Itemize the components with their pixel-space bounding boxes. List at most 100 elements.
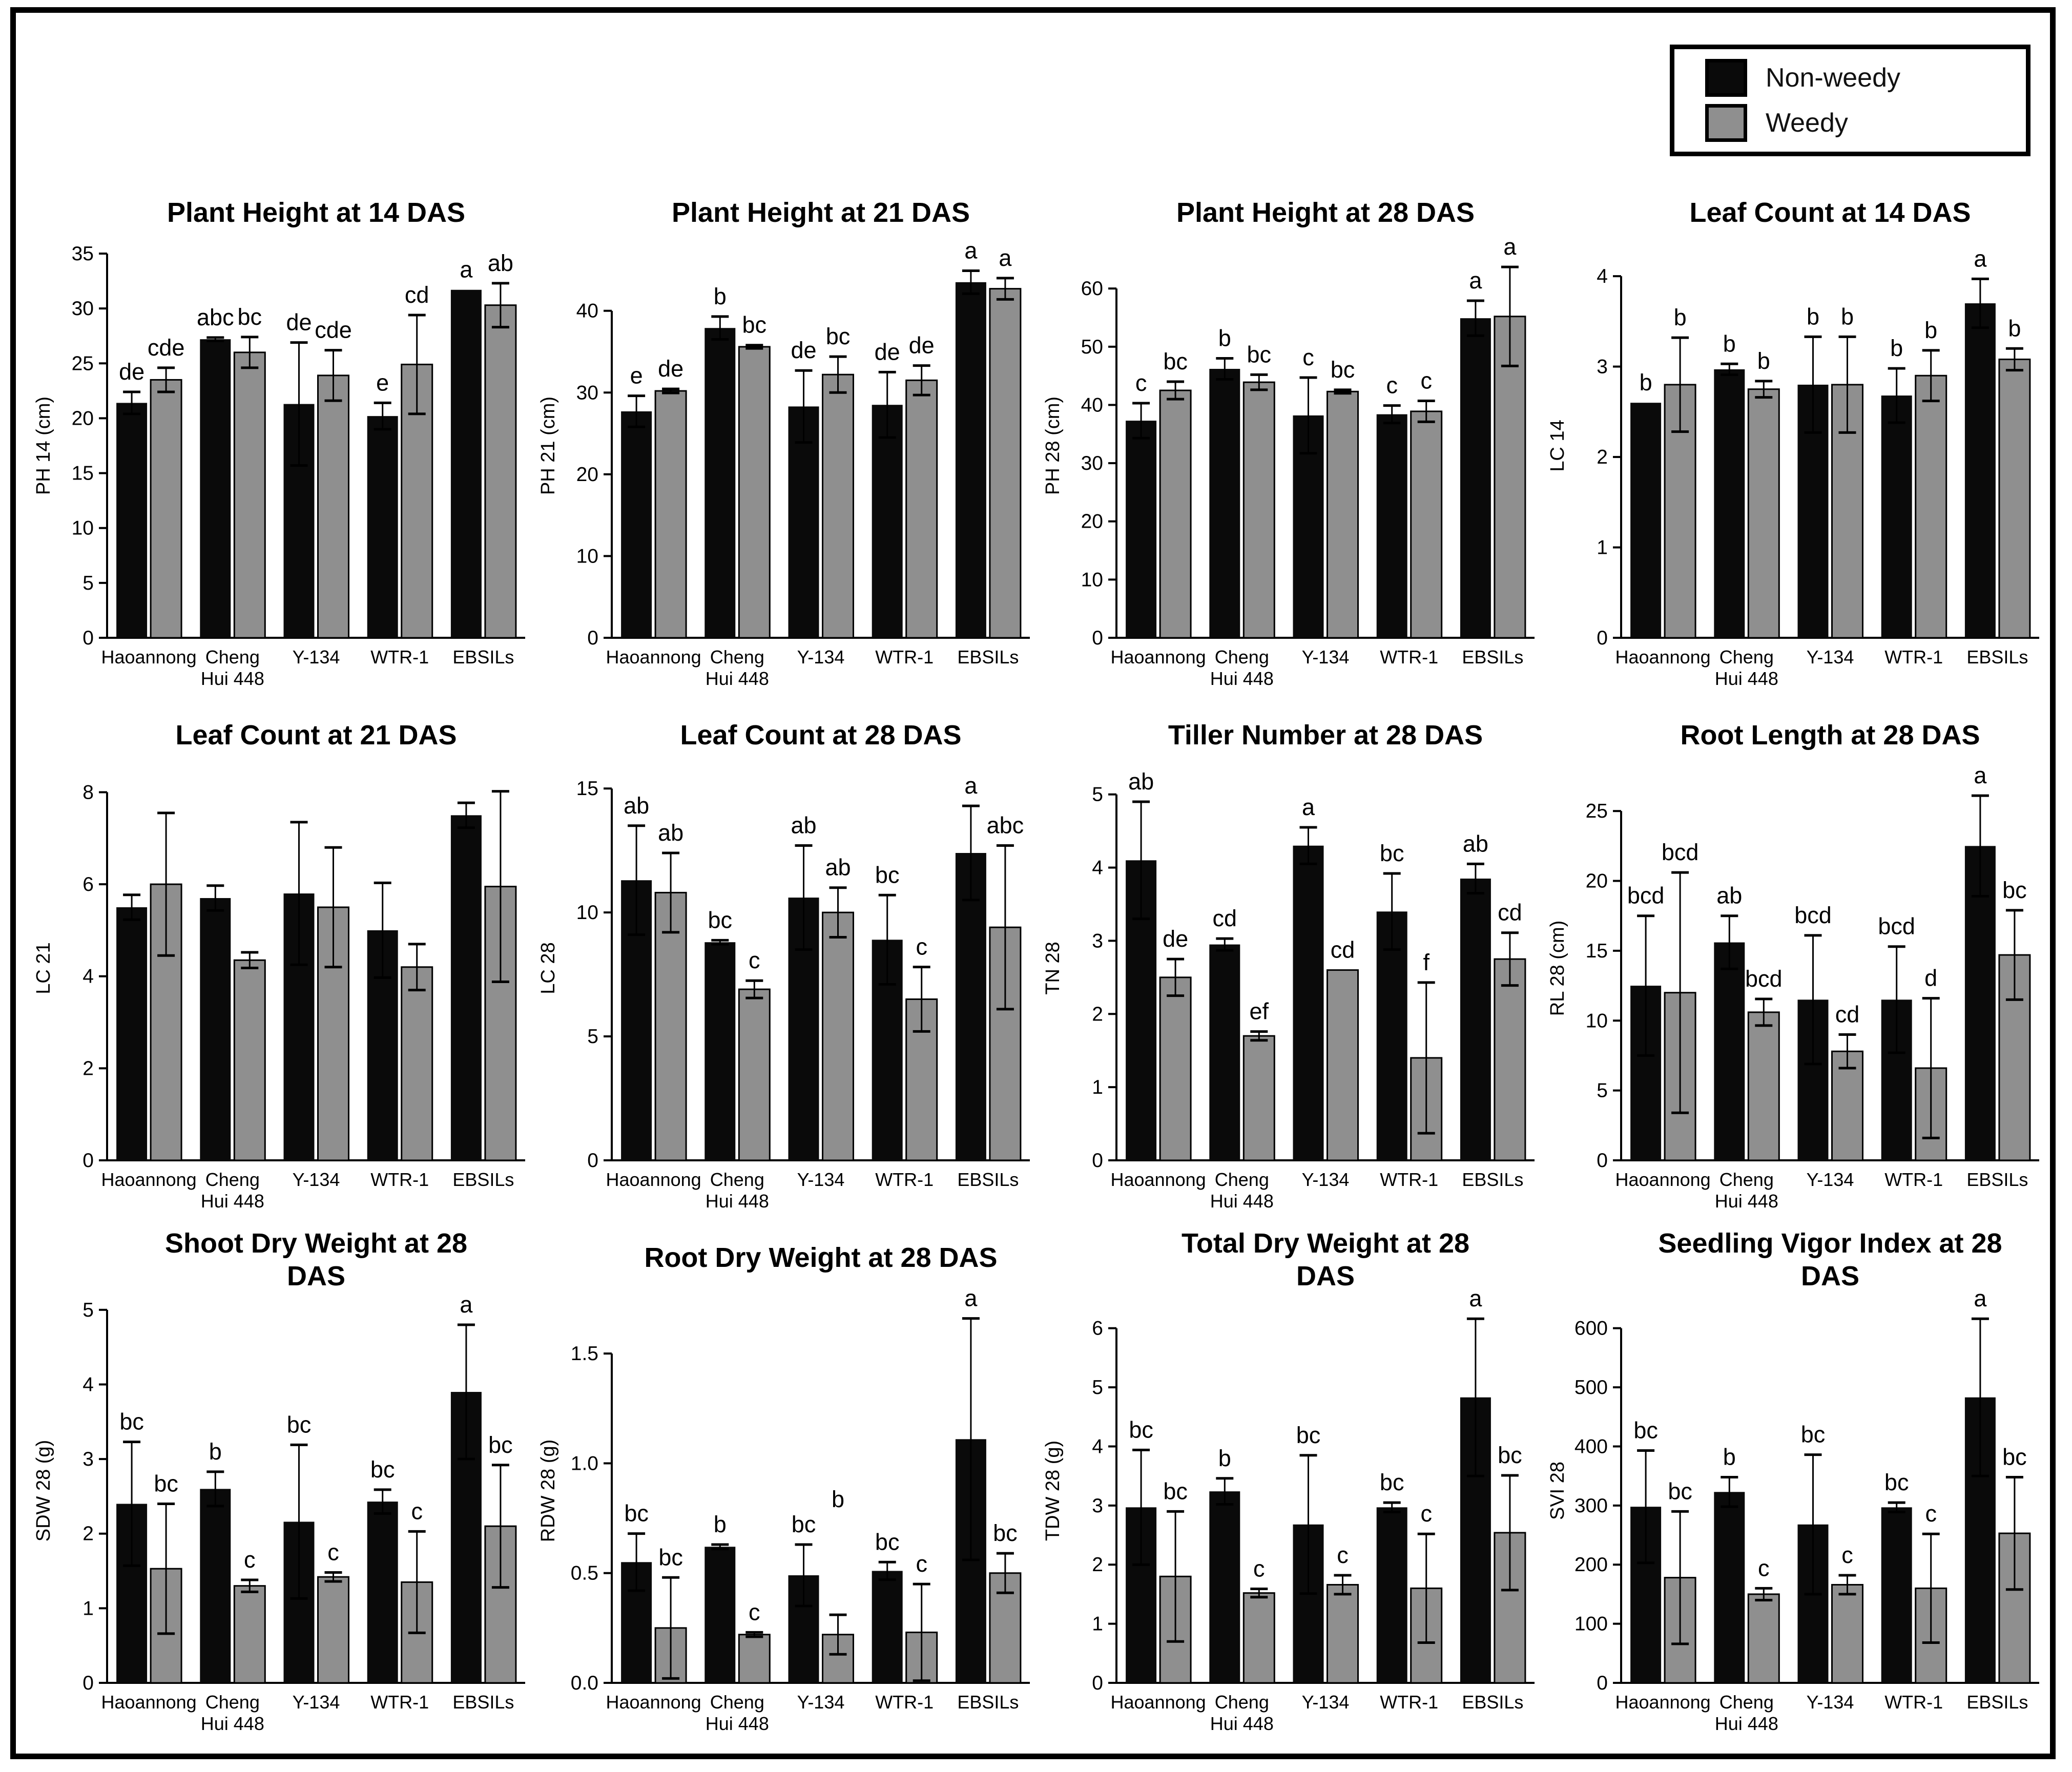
category-label: Y-134 [293, 1692, 340, 1713]
y-tick-label: 2 [82, 1057, 94, 1079]
significance-letter: b [1924, 317, 1937, 343]
category-label: Y-134 [1807, 1692, 1854, 1713]
legend: Non-weedy Weedy [1670, 45, 2030, 156]
category-label: Cheng [205, 647, 260, 668]
category-label: Cheng [710, 647, 764, 668]
legend-label: Weedy [1766, 108, 1848, 138]
significance-letter: a [460, 257, 473, 283]
significance-letter: bcd [1794, 902, 1832, 928]
bar-non-weedy-ebsils [955, 853, 986, 1160]
category-label: EBSILs [1462, 1169, 1523, 1190]
significance-letter: a [964, 1285, 978, 1311]
bar-weedy-haoannong [654, 390, 687, 639]
y-tick-label: 3 [82, 1448, 94, 1470]
category-label: Haoannong [606, 1169, 701, 1190]
bar-weedy-cheng-hui-448 [738, 1634, 771, 1684]
significance-letter: c [1135, 370, 1147, 396]
y-axis-label: PH 21 (cm) [537, 397, 559, 495]
chart-title: DAS [1801, 1261, 1859, 1291]
y-axis-label: PH 14 (cm) [33, 397, 54, 495]
chart-title: Seedling Vigor Index at 28 [1658, 1228, 2002, 1259]
y-axis-label: RDW 28 (g) [537, 1440, 559, 1542]
chart-title: Root Length at 28 DAS [1680, 720, 1980, 751]
y-tick-label: 4 [82, 966, 94, 988]
category-label: EBSILs [1966, 647, 2028, 668]
category-label: Haoannong [1615, 647, 1711, 668]
significance-letter: ef [1250, 998, 1269, 1025]
category-label: Cheng [205, 1692, 260, 1713]
significance-letter: bc [488, 1432, 513, 1458]
category-label: EBSILs [1462, 647, 1523, 668]
significance-letter: a [999, 245, 1012, 271]
y-tick-label: 6 [1092, 1318, 1103, 1340]
significance-letter: bc [154, 1470, 178, 1496]
chart-title: Root Dry Weight at 28 DAS [644, 1242, 997, 1273]
y-tick-label: 25 [72, 352, 94, 374]
significance-letter: bc [875, 1529, 900, 1555]
chart-title: Leaf Count at 21 DAS [175, 720, 457, 751]
significance-letter: ab [825, 854, 851, 881]
y-axis-label: SDW 28 (g) [33, 1440, 54, 1541]
significance-letter: b [1757, 348, 1770, 374]
y-tick-label: 4 [1597, 265, 1608, 287]
significance-letter: b [1807, 303, 1819, 329]
category-label: Y-134 [797, 1692, 845, 1713]
significance-letter: de [658, 356, 683, 382]
y-tick-label: 10 [576, 902, 598, 924]
bar-non-weedy-wtr-1 [872, 405, 903, 638]
bar-non-weedy-cheng-hui-448 [1714, 1492, 1745, 1683]
y-tick-label: 10 [576, 545, 598, 567]
significance-letter: b [1218, 1445, 1231, 1471]
y-tick-label: 0 [82, 627, 94, 649]
significance-letter: bc [2002, 877, 2027, 903]
bar-non-weedy-ebsils [1964, 303, 1996, 638]
significance-letter: e [630, 363, 643, 389]
bar-non-weedy-cheng-hui-448 [1714, 369, 1745, 638]
y-tick-label: 0 [82, 1150, 94, 1172]
y-tick-label: 3 [1092, 930, 1103, 952]
y-tick-label: 30 [1081, 452, 1103, 474]
significance-letter: b [714, 283, 727, 309]
significance-letter: c [411, 1498, 423, 1524]
y-axis-label: LC 28 [537, 942, 559, 994]
significance-letter: abc [197, 304, 234, 330]
significance-letter: ab [1128, 768, 1154, 795]
category-label: Haoannong [1111, 1692, 1206, 1713]
significance-letter: c [1302, 344, 1314, 370]
y-tick-label: 10 [72, 517, 94, 539]
y-tick-label: 600 [1574, 1318, 1608, 1340]
bar-non-weedy-wtr-1 [1376, 911, 1407, 1160]
y-axis-label: TDW 28 (g) [1042, 1441, 1064, 1541]
significance-letter: b [1640, 369, 1652, 395]
significance-letter: bc [1296, 1422, 1321, 1448]
y-axis-label: SVI 28 [1547, 1462, 1568, 1520]
category-label: WTR-1 [875, 1169, 934, 1190]
chart-canvas: Tiller Number at 28 DAS TN 28 0 1 2 3 4 5 ab de Ha… [1042, 720, 1535, 1212]
y-axis-label: LC 21 [33, 942, 54, 994]
significance-letter: de [1163, 926, 1188, 952]
significance-letter: cd [1835, 1002, 1860, 1028]
category-label: Cheng [205, 1169, 260, 1190]
y-tick-label: 2 [1092, 1554, 1103, 1576]
y-tick-label: 4 [1092, 857, 1103, 879]
chart-leaf-count-at-14-das: Leaf Count at 14 DAS LC 14 0 1 2 3 4 b b Haoannon… [1543, 182, 2048, 704]
bar-non-weedy-cheng-hui-448 [200, 339, 231, 638]
bar-weedy-cheng-hui-448 [233, 351, 266, 639]
significance-letter: e [376, 369, 389, 395]
category-label: EBSILs [452, 1692, 514, 1713]
significance-letter: b [1218, 325, 1231, 351]
significance-letter: de [119, 359, 144, 385]
category-label: Cheng [710, 1692, 764, 1713]
y-tick-label: 20 [576, 464, 598, 486]
y-tick-label: 2 [1597, 446, 1608, 468]
bar-weedy-cheng-hui-448 [233, 959, 266, 1161]
significance-letter: a [1302, 794, 1315, 820]
bar-weedy-haoannong [1664, 384, 1696, 639]
bar-weedy-wtr-1 [1410, 410, 1443, 639]
y-tick-label: 1 [82, 1597, 94, 1619]
category-label: WTR-1 [1884, 647, 1943, 668]
category-label: Cheng [1215, 1692, 1269, 1713]
charts-grid: Plant Height at 14 DAS PH 14 (cm) 0 5 10 15 20… [29, 182, 2048, 1749]
